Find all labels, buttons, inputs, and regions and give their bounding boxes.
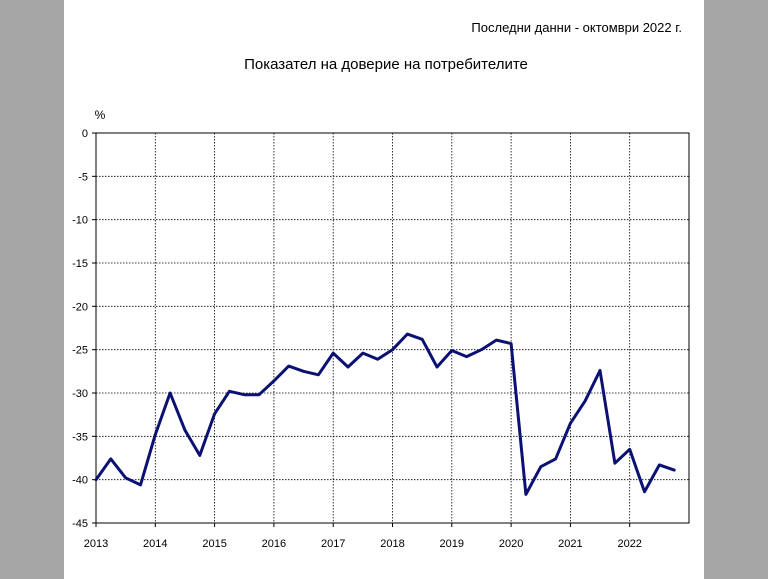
x-tick-labels: 2013 2014 2015 2016 2017 2018 2019 2020 2021 2022 [84,538,642,550]
latest-data-note: Последни данни - октомври 2022 г. [471,20,682,35]
y-tick-label: 0 [82,128,88,140]
series-line [94,332,676,496]
y-tick-label: -15 [72,258,88,270]
x-tick-label: 2013 [84,538,108,550]
y-tick-label: -25 [72,345,88,357]
axes [92,132,690,527]
x-tick-label: 2022 [617,538,641,550]
grid-lines [96,133,689,523]
y-tick-labels: 0 -5 -10 -15 -20 -25 -30 -35 -40 -45 [72,128,88,530]
y-tick-label: -10 [72,215,88,227]
y-axis-unit-label: % [95,108,106,122]
y-tick-label: -30 [72,388,88,400]
y-tick-label: -5 [78,171,88,183]
x-tick-label: 2018 [380,538,404,550]
x-tick-label: 2021 [558,538,582,550]
x-tick-label: 2017 [321,538,345,550]
x-tick-label: 2020 [499,538,523,550]
line-chart: Последни данни - октомври 2022 г. Показа… [72,20,690,550]
y-tick-label: -35 [72,431,88,443]
plot-frame [95,132,690,524]
x-tick-label: 2015 [202,538,226,550]
x-tick-label: 2014 [143,538,167,550]
x-tick-label: 2016 [262,538,286,550]
chart-panel: Последни данни - октомври 2022 г. Показа… [64,0,704,579]
x-tick-label: 2019 [440,538,464,550]
y-tick-label: -45 [72,518,88,530]
chart-title: Показател на доверие на потребителите [244,56,528,73]
y-tick-label: -20 [72,301,88,313]
series-layer [94,332,676,496]
y-tick-label: -40 [72,475,88,487]
